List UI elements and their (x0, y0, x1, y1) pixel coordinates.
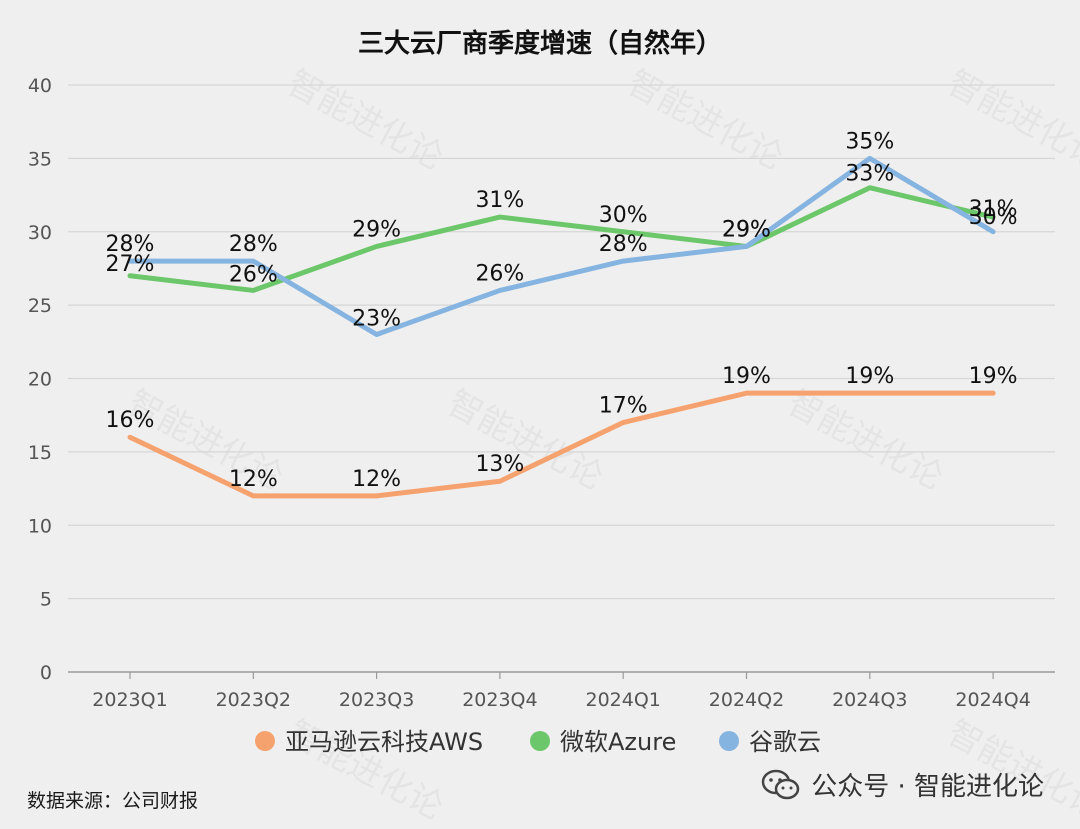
chart-title: 三大云厂商季度增速（自然年） (358, 28, 722, 59)
watermark-text: 智能进化论 (281, 63, 450, 178)
data-label: 23% (352, 306, 401, 331)
legend: 亚马逊云科技AWS 微软Azure 谷歌云 (255, 728, 821, 756)
data-label: 12% (352, 467, 401, 492)
y-tick-label: 10 (28, 515, 52, 537)
data-label: 26% (475, 261, 524, 286)
data-label: 29% (352, 217, 401, 242)
x-tick-label: 2023Q3 (339, 689, 414, 711)
data-label: 19% (845, 364, 894, 389)
data-label: 19% (969, 364, 1018, 389)
y-tick-label: 15 (28, 442, 52, 464)
x-tick-label: 2023Q4 (462, 689, 537, 711)
legend-label: 谷歌云 (749, 728, 821, 756)
y-tick-label: 25 (28, 295, 52, 317)
account-text: 公众号 · 智能进化论 (811, 772, 1044, 802)
source-note: 数据来源：公司财报 (27, 790, 199, 812)
data-label: 29% (722, 217, 771, 242)
y-tick-label: 35 (28, 148, 52, 170)
data-label: 17% (599, 394, 648, 419)
grid (68, 84, 1055, 673)
data-labels: 16%12% 12%13%17%19% 19% 19%27% 26%29%31%30%2… (106, 129, 1018, 492)
y-tick-label: 20 (28, 369, 52, 391)
y-axis: 0 5 10 15 20 25 30 35 40 (28, 75, 52, 684)
x-tick-label: 2024Q2 (709, 689, 784, 711)
legend-marker (719, 731, 739, 751)
y-tick-label: 5 (40, 589, 52, 611)
x-axis: 2023Q1 2023Q2 2023Q3 2023Q4 2024Q1 2024Q2 2024… (92, 672, 1031, 711)
x-tick-label: 2024Q3 (832, 689, 907, 711)
y-tick-label: 40 (28, 75, 52, 97)
y-tick-label: 0 (40, 662, 52, 684)
data-label: 30% (599, 203, 648, 228)
data-label: 26% (229, 262, 278, 287)
data-label: 19% (722, 364, 771, 389)
legend-label: 微软Azure (560, 728, 676, 756)
data-label: 16% (106, 408, 155, 433)
data-label: 27% (106, 252, 155, 277)
x-tick-label: 2023Q2 (216, 689, 291, 711)
x-tick-label: 2024Q1 (585, 689, 660, 711)
watermark-text: 智能进化论 (781, 383, 950, 498)
watermark-text: 智能进化论 (941, 63, 1080, 178)
data-label: 29% (722, 217, 771, 242)
y-tick-label: 30 (28, 222, 52, 244)
data-label: 12% (229, 467, 278, 492)
data-label: 31% (969, 197, 1018, 222)
watermark-text: 智能进化论 (621, 63, 790, 178)
series-line-0 (127, 390, 996, 499)
series-line-2 (127, 155, 996, 337)
data-label: 28% (106, 232, 155, 257)
data-label: 31% (475, 188, 524, 213)
data-label: 33% (845, 162, 894, 187)
legend-marker (255, 731, 275, 751)
data-label: 28% (229, 232, 278, 257)
series-lines (127, 155, 996, 499)
series-line-1 (127, 185, 996, 293)
data-label: 30% (969, 205, 1018, 230)
legend-marker (530, 731, 550, 751)
data-label: 35% (845, 129, 894, 154)
account-tag: 公众号 · 智能进化论 (761, 766, 1044, 803)
x-tick-label: 2024Q4 (955, 689, 1030, 711)
x-tick-label: 2023Q1 (92, 689, 167, 711)
wechat-icon (761, 769, 800, 799)
legend-label: 亚马逊云科技AWS (285, 728, 483, 756)
data-label: 13% (475, 452, 524, 477)
data-label: 28% (599, 232, 648, 257)
